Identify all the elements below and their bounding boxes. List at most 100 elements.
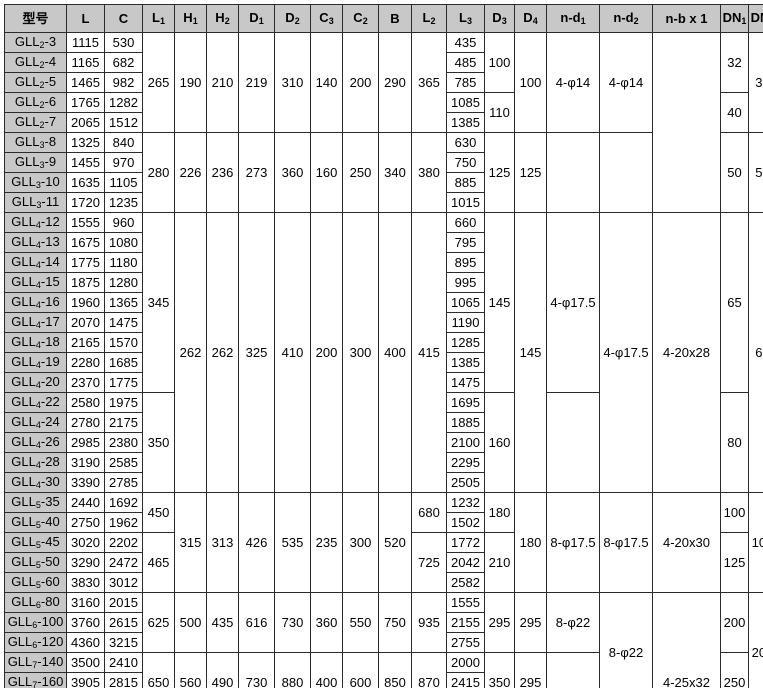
cell-l1: 350 xyxy=(142,392,175,493)
cell-h2: 236 xyxy=(206,132,239,213)
column-header-H2: H2 xyxy=(206,4,239,33)
cell-l: 2065 xyxy=(66,112,105,133)
cell-nd1: 4-φ14 xyxy=(546,32,600,133)
cell-c: 840 xyxy=(104,132,143,153)
cell-d2: 535 xyxy=(274,492,311,593)
cell-d4: 295 xyxy=(514,652,547,688)
cell-d4: 145 xyxy=(514,212,547,493)
cell-h1: 500 xyxy=(174,592,207,653)
cell-model: GLL4-28 xyxy=(4,452,67,473)
cell-l1: 625 xyxy=(142,592,175,653)
table-row: GLL4-24278021751885505 xyxy=(4,412,763,433)
cell-model: GLL4-13 xyxy=(4,232,67,253)
cell-b: 850 xyxy=(378,652,412,688)
specification-table: 型号 L C L1 H1 H2 D1 D2 C3 C2 B L2 L3 D3 D4 n-d1 n-d2 n-b x… xyxy=(4,4,763,688)
cell-c: 2472 xyxy=(104,552,143,573)
cell-d3: 160 xyxy=(484,392,515,493)
cell-l1: 280 xyxy=(142,132,175,213)
table-row: GLL4-2225801975350169516080472 xyxy=(4,392,763,493)
cell-b: 400 xyxy=(378,212,412,493)
cell-l3: 785 xyxy=(446,72,485,93)
cell-l: 1325 xyxy=(66,132,105,153)
column-header-L1: L1 xyxy=(142,4,175,33)
cell-l: 3160 xyxy=(66,592,105,613)
cell-dn2: 32 xyxy=(748,32,763,133)
cell-h1: 190 xyxy=(174,32,207,133)
cell-l: 3830 xyxy=(66,572,105,593)
cell-l3: 2042 xyxy=(446,552,485,573)
cell-c: 1775 xyxy=(104,372,143,393)
table-row: GLL7-140 3500 2410 650 560 490 730 880 400 600 850… xyxy=(4,652,763,688)
cell-c: 1570 xyxy=(104,332,143,353)
cell-d1: 219 xyxy=(238,32,275,133)
cell-model: GLL5-45 xyxy=(4,532,67,553)
cell-l: 1635 xyxy=(66,172,105,193)
cell-model: GLL4-16 xyxy=(4,292,67,313)
cell-model: GLL2-5 xyxy=(4,72,67,93)
cell-c: 2015 xyxy=(104,592,143,613)
table-row: GLL2-7206515121385220 xyxy=(4,112,763,133)
cell-l2: 680 xyxy=(411,492,447,533)
column-header-H1: H1 xyxy=(174,4,207,33)
cell-l: 4360 xyxy=(66,632,105,653)
cell-model: GLL3-11 xyxy=(4,192,67,213)
cell-l3: 1772 xyxy=(446,532,485,553)
cell-dn2: 100 xyxy=(748,492,763,593)
column-header-D2: D2 xyxy=(274,4,311,33)
cell-l: 1455 xyxy=(66,152,105,173)
cell-d3: 210 xyxy=(484,532,515,593)
column-header-nbx1: n-b x 1 xyxy=(652,4,721,33)
cell-d2: 410 xyxy=(274,212,311,493)
cell-d1: 426 xyxy=(238,492,275,593)
cell-l: 1465 xyxy=(66,72,105,93)
cell-l3: 2755 xyxy=(446,632,485,653)
cell-c2: 300 xyxy=(342,492,379,593)
cell-d3: 110 xyxy=(484,92,515,133)
column-header-DN2: DN2 xyxy=(748,4,763,33)
cell-d4: 100 xyxy=(514,32,547,133)
table-row: GLL3-8 1325 840 280 226 236 273 360 160 250 340 380… xyxy=(4,132,763,213)
table-row: GLL4-28319025852295566 xyxy=(4,452,763,473)
header-row: 型号 L C L1 H1 H2 D1 D2 C3 C2 B L2 L3 D3 D4 n-d1 n-d2 n-b x… xyxy=(4,4,763,33)
cell-l3: 2295 xyxy=(446,452,485,473)
cell-model: GLL4-15 xyxy=(4,272,67,293)
cell-dn1: 200 xyxy=(720,592,749,653)
cell-b: 340 xyxy=(378,132,412,213)
table-row: GLL4-12 1555 960 345 262 262 325 410 200 300 400 41… xyxy=(4,212,763,493)
cell-c: 3215 xyxy=(104,632,143,653)
cell-d2: 880 xyxy=(274,652,311,688)
column-header-model: 型号 xyxy=(4,4,67,33)
cell-model: GLL6-120 xyxy=(4,632,67,653)
cell-d4: 180 xyxy=(514,492,547,593)
column-header-L2: L2 xyxy=(411,4,447,33)
cell-l: 2440 xyxy=(66,492,105,513)
table-row: GLL4-30 3390 2785 2505 xyxy=(4,472,763,493)
cell-l: 1165 xyxy=(66,52,105,73)
column-header-nd1: n-d1 xyxy=(546,4,600,33)
table-row: GLL4-18216515701285410 xyxy=(4,332,763,353)
cell-l2: 870 xyxy=(411,652,447,688)
cell-model: GLL2-4 xyxy=(4,52,67,73)
cell-l3: 1475 xyxy=(446,372,485,393)
cell-model: GLL2-3 xyxy=(4,32,67,53)
cell-l: 1555 xyxy=(66,212,105,233)
cell-model: GLL4-22 xyxy=(4,392,67,413)
cell-dn2: 50 xyxy=(748,132,763,213)
cell-l1: 650 xyxy=(142,652,175,688)
table-row: GLL5-45302022024657251772210125817 xyxy=(4,532,763,593)
cell-d4: 125 xyxy=(514,132,547,213)
cell-c: 1475 xyxy=(104,312,143,333)
cell-l: 3390 xyxy=(66,472,105,493)
column-header-nd2: n-d2 xyxy=(599,4,653,33)
cell-l3: 2505 xyxy=(446,472,485,493)
cell-l3: 660 xyxy=(446,212,485,233)
cell-l3: 1015 xyxy=(446,192,485,213)
cell-c: 2785 xyxy=(104,472,143,493)
cell-d1: 616 xyxy=(238,592,275,653)
cell-c: 2410 xyxy=(104,652,143,673)
cell-dn2: 65 xyxy=(748,212,763,493)
cell-c: 3012 xyxy=(104,572,143,593)
cell-l3: 1695 xyxy=(446,392,485,413)
cell-d3: 125 xyxy=(484,132,515,213)
cell-d2: 730 xyxy=(274,592,311,653)
